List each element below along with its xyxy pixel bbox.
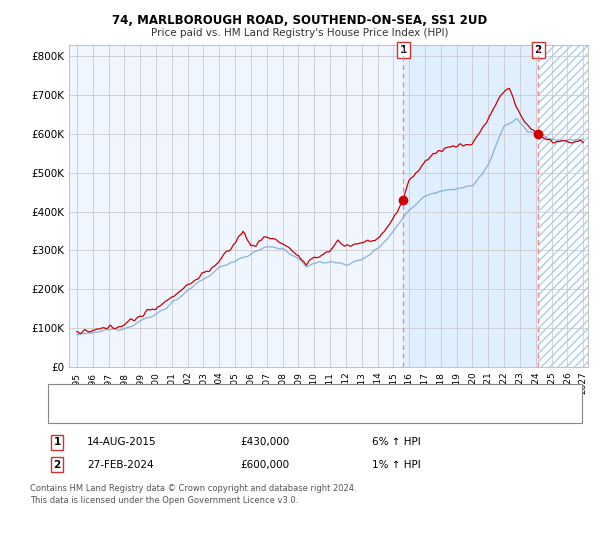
Text: £430,000: £430,000 (240, 437, 289, 447)
Text: 74, MARLBOROUGH ROAD, SOUTHEND-ON-SEA, SS1 2UD: 74, MARLBOROUGH ROAD, SOUTHEND-ON-SEA, S… (112, 14, 488, 27)
Bar (403, 45, 538, 367)
Text: HPI: Average price, detached house, Southend-on-Sea: HPI: Average price, detached house, Sout… (111, 408, 376, 418)
Text: Price paid vs. HM Land Registry's House Price Index (HPI): Price paid vs. HM Land Registry's House … (151, 28, 449, 38)
Text: 1: 1 (400, 45, 407, 55)
Text: 74, MARLBOROUGH ROAD, SOUTHEND-ON-SEA, SS1 2UD (detached house): 74, MARLBOROUGH ROAD, SOUTHEND-ON-SEA, S… (111, 387, 480, 397)
Text: 1% ↑ HPI: 1% ↑ HPI (372, 460, 421, 470)
Text: 2: 2 (535, 45, 542, 55)
Text: 6% ↑ HPI: 6% ↑ HPI (372, 437, 421, 447)
Text: Contains HM Land Registry data © Crown copyright and database right 2024.
This d: Contains HM Land Registry data © Crown c… (30, 484, 356, 505)
Text: 2: 2 (53, 460, 61, 470)
Text: £600,000: £600,000 (240, 460, 289, 470)
Bar (538, 45, 591, 367)
Bar (538, 45, 591, 367)
Text: 27-FEB-2024: 27-FEB-2024 (87, 460, 154, 470)
Text: 14-AUG-2015: 14-AUG-2015 (87, 437, 157, 447)
Text: 1: 1 (53, 437, 61, 447)
